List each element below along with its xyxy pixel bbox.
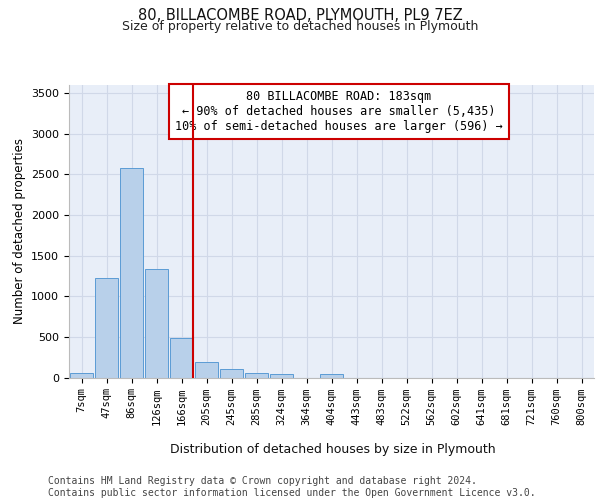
- Text: Distribution of detached houses by size in Plymouth: Distribution of detached houses by size …: [170, 442, 496, 456]
- Bar: [95, 278, 118, 378]
- Bar: [245, 374, 268, 378]
- Y-axis label: Number of detached properties: Number of detached properties: [13, 138, 26, 324]
- Bar: [270, 374, 293, 378]
- Bar: [320, 374, 343, 378]
- Bar: [220, 369, 243, 378]
- Bar: [170, 338, 193, 378]
- Bar: [195, 362, 218, 378]
- Text: Size of property relative to detached houses in Plymouth: Size of property relative to detached ho…: [122, 20, 478, 33]
- Text: 80 BILLACOMBE ROAD: 183sqm
← 90% of detached houses are smaller (5,435)
10% of s: 80 BILLACOMBE ROAD: 183sqm ← 90% of deta…: [175, 90, 503, 133]
- Bar: [145, 269, 168, 378]
- Bar: [70, 373, 93, 378]
- Bar: [120, 168, 143, 378]
- Text: 80, BILLACOMBE ROAD, PLYMOUTH, PL9 7EZ: 80, BILLACOMBE ROAD, PLYMOUTH, PL9 7EZ: [137, 8, 463, 22]
- Text: Contains HM Land Registry data © Crown copyright and database right 2024.
Contai: Contains HM Land Registry data © Crown c…: [48, 476, 536, 498]
